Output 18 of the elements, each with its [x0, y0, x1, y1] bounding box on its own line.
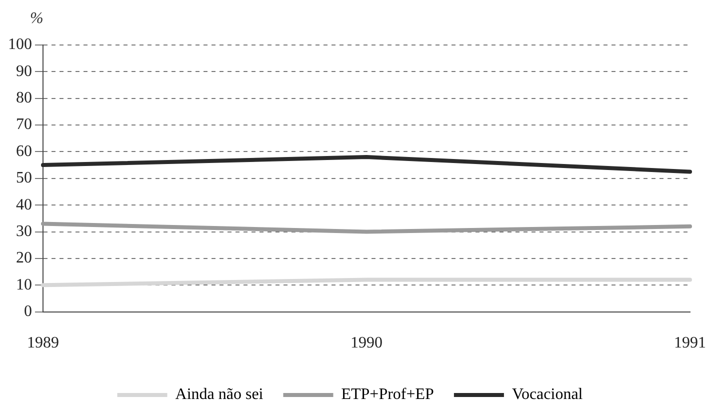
y-tick-label: 30	[16, 222, 32, 240]
legend-label: ETP+Prof+EP	[341, 386, 434, 404]
y-axis-title: %	[30, 10, 44, 28]
y-tick-label: 0	[24, 303, 32, 320]
y-tick-label: 90	[16, 62, 32, 80]
x-tick-label: 1991	[674, 334, 706, 352]
y-tick-label: 50	[16, 170, 32, 187]
y-tick-label: 40	[16, 196, 32, 214]
x-tick-label: 1989	[27, 334, 59, 352]
y-tick-label: 60	[16, 142, 32, 160]
legend-label: Vocacional	[512, 386, 584, 404]
y-tick-label: 70	[16, 116, 32, 134]
x-tick-label: 1990	[350, 334, 382, 352]
y-tick-label: 100	[8, 36, 32, 54]
y-tick-label: 80	[16, 90, 32, 107]
legend-label: Ainda não sei	[175, 386, 264, 404]
y-tick-label: 10	[16, 276, 32, 294]
y-tick-label: 20	[16, 250, 32, 267]
